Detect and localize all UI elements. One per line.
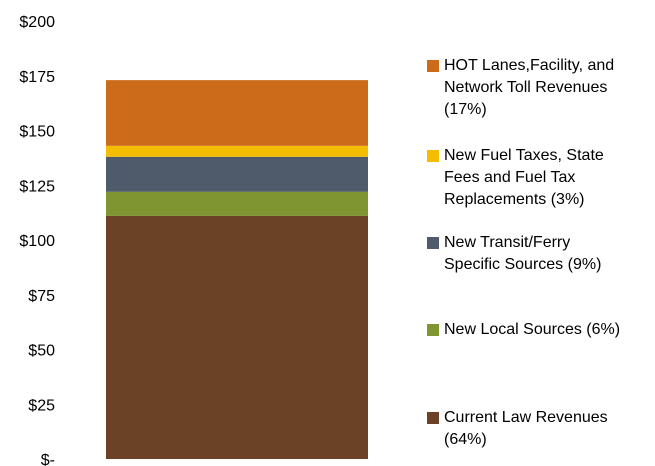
y-tick-label: $- bbox=[41, 452, 55, 466]
legend-label-local-sources: New Local Sources (6%) bbox=[444, 321, 621, 338]
legend-item-local-sources: New Local Sources (6%) bbox=[427, 319, 620, 341]
legend-label-transit-ferry: New Transit/Ferry Specific Sources (9%) bbox=[444, 234, 602, 273]
bar-segment-new-local-sources bbox=[106, 191, 368, 216]
legend-swatch-current-law bbox=[427, 412, 439, 424]
y-tick-label: $175 bbox=[19, 69, 55, 86]
legend-swatch-transit-ferry bbox=[427, 237, 439, 249]
legend-swatch-local-sources bbox=[427, 324, 439, 336]
bar-segment-new-transit-ferry-specific-sources bbox=[106, 156, 368, 192]
legend-label-current-law: Current Law Revenues (64%) bbox=[444, 409, 608, 448]
legend-item-transit-ferry: New Transit/Ferry Specific Sources (9%) bbox=[427, 232, 601, 276]
y-tick-label: $25 bbox=[28, 397, 55, 414]
y-tick-label: $50 bbox=[28, 343, 55, 360]
legend-item-fuel-taxes: New Fuel Taxes, State Fees and Fuel Tax … bbox=[427, 145, 604, 211]
legend-label-hot-lanes: HOT Lanes,Facility, and Network Toll Rev… bbox=[444, 57, 615, 118]
legend-item-current-law: Current Law Revenues (64%) bbox=[427, 407, 608, 451]
y-tick-label: $75 bbox=[28, 288, 55, 305]
legend-swatch-hot-lanes bbox=[427, 60, 439, 72]
legend-swatch-fuel-taxes bbox=[427, 150, 439, 162]
bar-segment-new-fuel-taxes-state-fees-and-fuel-tax-replacements bbox=[106, 145, 368, 157]
y-tick-label: $125 bbox=[19, 178, 55, 195]
bar-segment-hot-lanes-facility-and-network-toll-revenues bbox=[106, 80, 368, 146]
y-tick-label: $150 bbox=[19, 124, 55, 141]
bar-segment-current-law-revenues bbox=[106, 215, 368, 459]
legend: HOT Lanes,Facility, and Network Toll Rev… bbox=[427, 0, 655, 466]
legend-item-hot-lanes: HOT Lanes,Facility, and Network Toll Rev… bbox=[427, 55, 614, 121]
y-tick-label: $200 bbox=[19, 14, 55, 31]
legend-label-fuel-taxes: New Fuel Taxes, State Fees and Fuel Tax … bbox=[444, 147, 604, 208]
y-tick-label: $100 bbox=[19, 233, 55, 250]
